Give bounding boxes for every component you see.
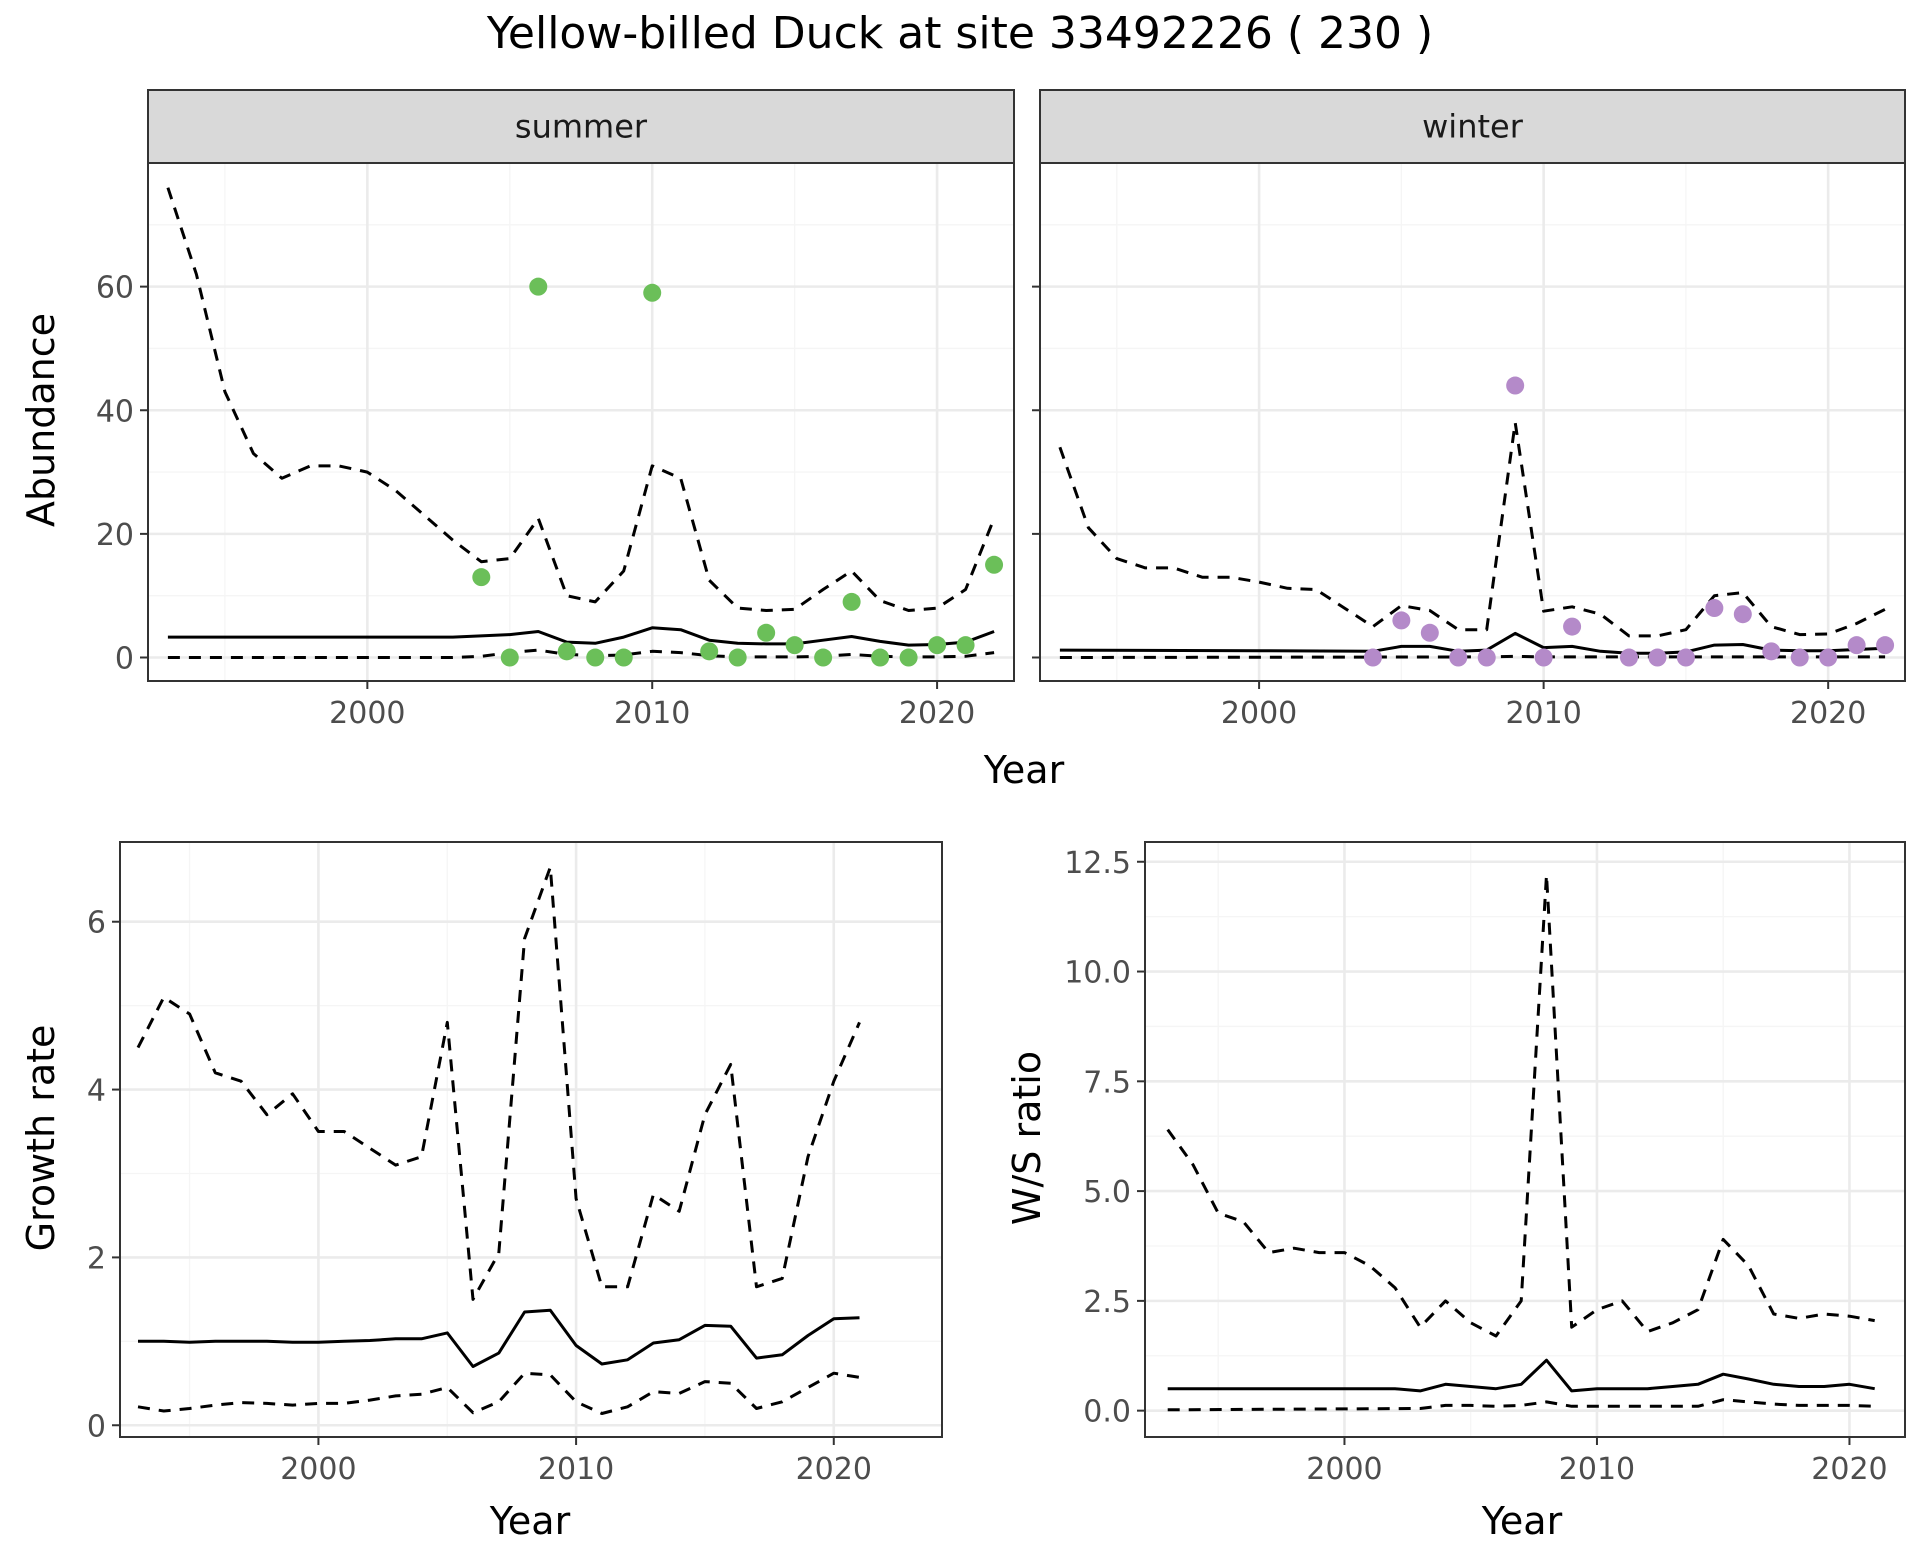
- data-point: [557, 642, 576, 661]
- x-tick-label: 2020: [1811, 1452, 1887, 1487]
- y-tick-label: 40: [96, 394, 134, 429]
- x-tick-label: 2020: [1790, 696, 1866, 731]
- y-tick-label: 2.5: [1083, 1285, 1131, 1320]
- data-point: [1676, 648, 1695, 667]
- data-point: [1733, 605, 1752, 624]
- data-point: [985, 555, 1004, 574]
- series-line-lower: [1167, 1398, 1875, 1412]
- data-point: [1876, 636, 1895, 655]
- series-line-upper: [1166, 873, 1875, 1338]
- data-point: [1762, 642, 1781, 661]
- y-tick-label: 60: [96, 271, 134, 306]
- data-point: [529, 277, 548, 296]
- panel-border: [119, 841, 943, 1438]
- y-tick-label: 5.0: [1083, 1175, 1131, 1210]
- y-tick-label: 2: [87, 1241, 106, 1276]
- x-tick-label: 2010: [1559, 1452, 1635, 1487]
- ratio-y-axis-title: W/S ratio: [1005, 1051, 1049, 1225]
- data-point: [1563, 617, 1582, 636]
- data-point: [842, 592, 861, 611]
- data-point: [899, 648, 918, 667]
- facet-strip: [147, 89, 1015, 164]
- data-point: [1363, 648, 1382, 667]
- series-line-upper: [136, 865, 861, 1301]
- x-tick-label: 2020: [899, 696, 975, 731]
- data-point: [1847, 636, 1866, 655]
- data-point: [1819, 648, 1838, 667]
- data-point: [643, 283, 662, 302]
- data-point: [1648, 648, 1667, 667]
- y-tick-label: 20: [96, 518, 134, 553]
- data-point: [472, 568, 491, 587]
- data-point: [928, 636, 947, 655]
- data-point: [500, 648, 519, 667]
- figure-title: Yellow-billed Duck at site 33492226 ( 23…: [486, 8, 1433, 59]
- series-line-mean: [138, 1308, 860, 1368]
- series-line-mean: [1167, 1358, 1875, 1393]
- data-point: [1619, 648, 1638, 667]
- series-line-mean: [167, 626, 995, 647]
- panel-background: [148, 163, 1014, 681]
- facet-strip: [1039, 89, 1906, 164]
- x-tick-label: 2000: [1306, 1452, 1382, 1487]
- data-point: [757, 623, 776, 642]
- data-point: [1705, 599, 1724, 618]
- growth-y-axis-title: Growth rate: [19, 1025, 63, 1252]
- series-line-upper: [1058, 421, 1886, 638]
- y-tick-label: 4: [87, 1074, 106, 1109]
- y-tick-label: 10.0: [1064, 956, 1131, 991]
- data-point: [1392, 611, 1411, 630]
- top-y-axis-title: Abundance: [19, 313, 63, 527]
- x-tick-label: 2000: [329, 696, 405, 731]
- panel-summer: summer 2000 2010 2020 0 20 40 60: [96, 89, 1015, 731]
- data-point: [1449, 648, 1468, 667]
- data-point: [1477, 648, 1496, 667]
- panel-background: [120, 842, 942, 1437]
- data-point: [586, 648, 605, 667]
- top-x-axis-title: Year: [983, 748, 1065, 792]
- series-line-lower: [137, 1371, 860, 1415]
- y-tick-label: 0.0: [1083, 1395, 1131, 1430]
- x-tick-label: 2000: [1221, 696, 1297, 731]
- x-tick-label: 2020: [796, 1452, 872, 1487]
- panel-growth: 2000 2010 2020 0 2 4 6: [87, 841, 943, 1487]
- data-point: [1420, 623, 1439, 642]
- data-point: [1506, 376, 1525, 395]
- panel-ratio: 2000 2010 2020 0.0 2.5 5.0 7.5 10.0 12.5: [1064, 841, 1906, 1487]
- data-point: [956, 636, 975, 655]
- panel-border: [1144, 841, 1906, 1438]
- data-point: [614, 648, 633, 667]
- ratio-x-axis-title: Year: [1481, 1499, 1563, 1543]
- data-point: [814, 648, 833, 667]
- y-tick-label: 0: [87, 1409, 106, 1444]
- facet-strip-label: winter: [1422, 108, 1524, 146]
- x-tick-label: 2010: [614, 696, 690, 731]
- growth-x-axis-title: Year: [489, 1499, 571, 1543]
- series-line-upper: [166, 187, 996, 612]
- data-point: [1790, 648, 1809, 667]
- y-tick-label: 0: [115, 642, 134, 677]
- data-point: [785, 636, 804, 655]
- data-point: [1534, 648, 1553, 667]
- data-point: [700, 642, 719, 661]
- y-tick-label: 12.5: [1064, 846, 1131, 881]
- facet-strip-label: summer: [515, 108, 648, 146]
- series-line-mean: [1059, 631, 1886, 655]
- y-tick-label: 7.5: [1083, 1065, 1131, 1100]
- data-point: [728, 648, 747, 667]
- y-tick-label: 6: [87, 906, 106, 941]
- panel-background: [1040, 163, 1905, 681]
- x-tick-label: 2010: [1505, 696, 1581, 731]
- x-tick-label: 2000: [280, 1452, 356, 1487]
- panel-background: [1145, 842, 1905, 1437]
- x-tick-label: 2010: [538, 1452, 614, 1487]
- data-point: [871, 648, 890, 667]
- panel-winter: winter 2000 2010 2020: [1032, 89, 1906, 731]
